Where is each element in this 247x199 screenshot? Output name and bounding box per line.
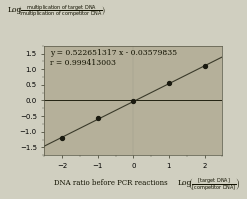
Point	[60, 137, 64, 140]
Text: DNA ratio before PCR reactions: DNA ratio before PCR reactions	[54, 179, 168, 187]
Text: Log: Log	[178, 179, 192, 187]
Point	[96, 117, 100, 120]
Text: r = 0.999413003: r = 0.999413003	[50, 59, 116, 67]
Text: y = 0.522651317 x - 0.03579835: y = 0.522651317 x - 0.03579835	[50, 49, 177, 57]
Text: $\left(\frac{\mathrm{multiplication\ of\ target\ DNA}}{\mathrm{multiplication\ o: $\left(\frac{\mathrm{multiplication\ of\…	[17, 4, 107, 20]
Point	[203, 65, 206, 68]
Text: $\left(\frac{\mathrm{[target\ DNA]}}{\mathrm{[competitor\ DNA]}}\right)$: $\left(\frac{\mathrm{[target\ DNA]}}{\ma…	[188, 177, 240, 193]
Point	[131, 100, 135, 103]
Text: Log: Log	[7, 6, 22, 14]
Point	[167, 82, 171, 85]
